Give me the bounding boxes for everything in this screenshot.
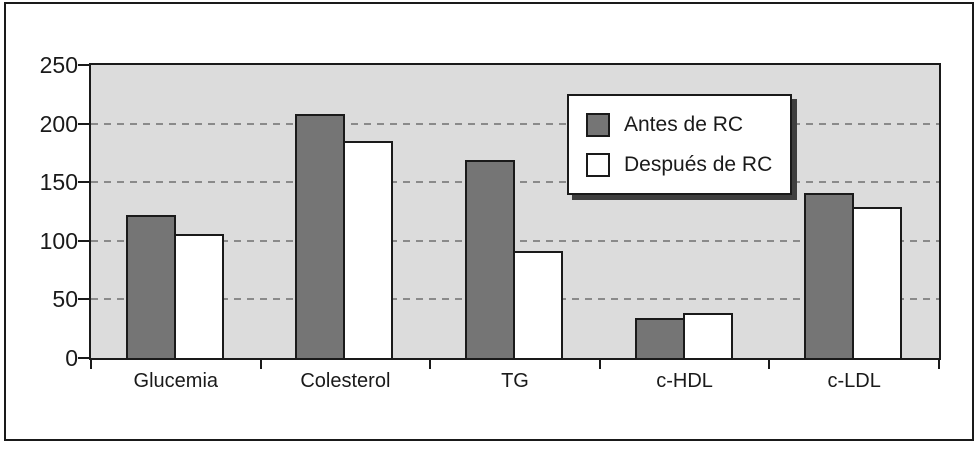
- bar-antes-de-rc-colesterol: [295, 114, 346, 358]
- y-axis-tick-mark: [78, 64, 89, 66]
- bar-despu-s-de-rc-tg: [513, 251, 563, 358]
- y-axis-tick-label-250: 250: [39, 52, 78, 78]
- x-axis-tick-mark: [598, 360, 601, 369]
- y-axis-tick-label-150: 150: [39, 169, 78, 196]
- bar-antes-de-rc-tg: [465, 160, 515, 358]
- legend-label-antes-de-rc: Antes de RC: [624, 112, 744, 136]
- y-axis-tick-mark: [78, 298, 89, 301]
- y-axis-tick-mark: [78, 122, 89, 125]
- y-axis-tick-mark: [78, 357, 89, 359]
- x-axis-category-label-colesterol: Colesterol: [300, 370, 391, 392]
- bar-despu-s-de-rc-glucemia: [173, 234, 224, 358]
- plot-area: [89, 63, 941, 360]
- y-axis-tick-mark: [78, 239, 89, 242]
- x-axis-category-label-c-hdl: c-HDL: [656, 370, 713, 392]
- x-axis-tick-mark: [259, 360, 262, 369]
- x-axis-tick-mark: [429, 360, 432, 369]
- bar-despu-s-de-rc-colesterol: [343, 141, 394, 358]
- bar-antes-de-rc-c-ldl: [804, 193, 855, 358]
- x-axis-category-label-c-ldl: c-LDL: [827, 370, 881, 392]
- x-axis-tick-mark: [938, 360, 940, 369]
- legend-label-despues-de-rc: Después de RC: [624, 152, 773, 176]
- y-axis-tick-label-50: 50: [52, 286, 78, 313]
- legend: Antes de RC Después de RC: [567, 94, 792, 195]
- gridline-200: [91, 122, 939, 125]
- bar-antes-de-rc-c-hdl: [634, 318, 685, 358]
- legend-entry-despues-de-rc: Después de RC: [586, 152, 790, 177]
- x-axis-category-label-glucemia: Glucemia: [133, 370, 219, 392]
- x-axis-tick-mark: [768, 360, 771, 369]
- legend-swatch-antes-de-rc-icon: [586, 112, 610, 137]
- bar-despu-s-de-rc-c-hdl: [682, 313, 733, 358]
- x-axis-tick-mark: [90, 360, 92, 369]
- y-axis-tick-label-0: 0: [65, 345, 78, 371]
- legend-swatch-despues-de-rc-icon: [586, 152, 610, 177]
- gridline-100: [91, 239, 939, 242]
- y-axis-tick-label-200: 200: [39, 110, 78, 137]
- bar-antes-de-rc-glucemia: [125, 215, 176, 358]
- y-axis-tick-label-100: 100: [39, 227, 78, 254]
- legend-entry-antes-de-rc: Antes de RC: [586, 112, 790, 137]
- y-axis-tick-mark: [78, 181, 89, 184]
- x-axis-category-label-tg: TG: [501, 370, 529, 392]
- gridline-150: [91, 181, 939, 184]
- bar-despu-s-de-rc-c-ldl: [852, 207, 903, 358]
